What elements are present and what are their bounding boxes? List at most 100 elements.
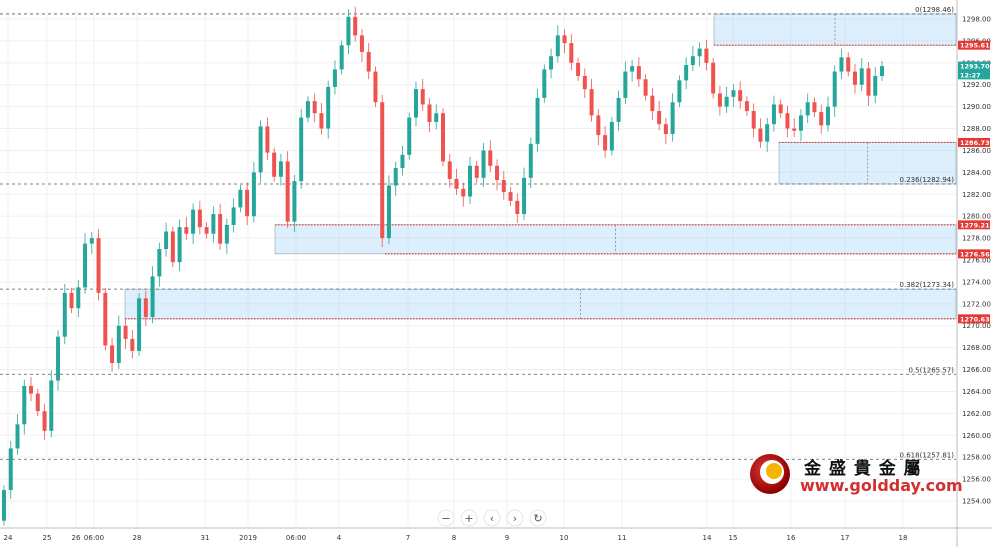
x-tick-label: 18 [899, 534, 908, 542]
candle-body [657, 111, 662, 125]
candle-body [542, 69, 547, 98]
x-tick-label: 26 [72, 534, 81, 542]
candle-body [636, 66, 641, 80]
reset-icon[interactable]: ↻ [533, 512, 542, 525]
x-tick-label: 7 [406, 534, 410, 542]
candle-body [278, 161, 283, 177]
scroll-right-icon[interactable]: › [513, 512, 517, 525]
x-tick-label: 10 [560, 534, 569, 542]
zoom-in-button[interactable] [460, 509, 478, 527]
candle-body [549, 56, 554, 70]
candle-body [717, 93, 722, 107]
candle-body [819, 112, 824, 126]
x-tick-label: 11 [618, 534, 627, 542]
price-label-box [958, 70, 990, 80]
y-tick-label: 1280.00 [962, 213, 991, 221]
candle-body [650, 95, 655, 112]
candle-body [251, 172, 256, 217]
zoom-in-icon[interactable]: + [464, 512, 473, 525]
price-label: 1270.63 [960, 315, 990, 323]
candle-body [22, 385, 27, 425]
candle-body [880, 66, 884, 76]
candle-body [765, 124, 770, 142]
candle-body [285, 161, 290, 222]
candle-body [130, 338, 135, 351]
x-tick-label: 2019 [239, 534, 257, 542]
x-tick-label: 8 [452, 534, 456, 542]
x-tick-label: 16 [787, 534, 796, 542]
candle-body [170, 231, 175, 263]
candle-body [319, 113, 324, 129]
fib-level-label: 0(1298.46) [915, 6, 954, 14]
candle-body [785, 113, 790, 129]
candle-body [366, 51, 371, 72]
candle-body [2, 490, 6, 521]
candle-body [137, 298, 142, 351]
candle-body [562, 35, 567, 44]
y-tick-label: 1268.00 [962, 344, 991, 352]
candle-body [515, 200, 520, 214]
y-tick-label: 1266.00 [962, 366, 991, 374]
price-label: 1293.70 [960, 63, 990, 71]
candle-body [56, 336, 61, 381]
y-tick-label: 1298.00 [962, 16, 991, 24]
candle-body [535, 97, 540, 144]
candle-body [413, 89, 418, 118]
y-tick-label: 1276.00 [962, 257, 991, 265]
candle-body [204, 227, 209, 234]
candle-body [738, 90, 743, 102]
zoom-out-button[interactable] [437, 509, 455, 527]
candle-body [569, 43, 574, 63]
candle-body [218, 213, 223, 244]
y-tick-label: 1270.00 [962, 322, 991, 330]
candle-body [603, 135, 608, 151]
candle-body [265, 126, 270, 153]
candle-body [380, 102, 385, 239]
candle-body [873, 75, 878, 96]
y-tick-label: 1260.00 [962, 432, 991, 440]
candle-body [29, 385, 34, 394]
y-tick-label: 1282.00 [962, 191, 991, 199]
candle-body [373, 71, 378, 103]
reset-button[interactable] [529, 509, 547, 527]
candle-body [110, 345, 115, 363]
candle-body [839, 57, 844, 72]
candle-body [177, 227, 182, 263]
candle-body [400, 154, 405, 168]
y-tick-label: 1262.00 [962, 410, 991, 418]
y-tick-label: 1256.00 [962, 476, 991, 484]
candle-body [224, 224, 229, 244]
candle-body [143, 298, 148, 317]
candle-body [812, 102, 817, 113]
scroll-right-button[interactable] [506, 509, 524, 527]
candle-body [724, 96, 729, 107]
scroll-left-button[interactable] [483, 509, 501, 527]
candle-body [731, 90, 736, 97]
scroll-left-icon[interactable]: ‹ [490, 512, 494, 525]
candle-body [353, 16, 358, 36]
candle-body [191, 209, 196, 234]
candle-body [704, 48, 709, 63]
candle-body [684, 65, 689, 81]
candle-body [258, 126, 263, 173]
y-tick-label: 1290.00 [962, 103, 991, 111]
y-tick-label: 1286.00 [962, 147, 991, 155]
candle-body [616, 97, 621, 122]
candle-body [859, 68, 864, 85]
candle-body [711, 62, 716, 94]
candle-body [150, 276, 155, 317]
candle-body [69, 292, 74, 309]
candle-body [866, 68, 871, 96]
candle-body [690, 56, 695, 66]
price-label-box [958, 314, 990, 324]
candle-body [62, 292, 67, 337]
candle-body [805, 102, 810, 116]
candle-body [589, 89, 594, 116]
candle-body [488, 150, 493, 166]
candle-body [798, 115, 803, 131]
candle-body [441, 113, 445, 162]
candle-body [697, 48, 702, 57]
price-label-box [958, 40, 990, 50]
zoom-out-icon[interactable]: − [441, 512, 450, 525]
